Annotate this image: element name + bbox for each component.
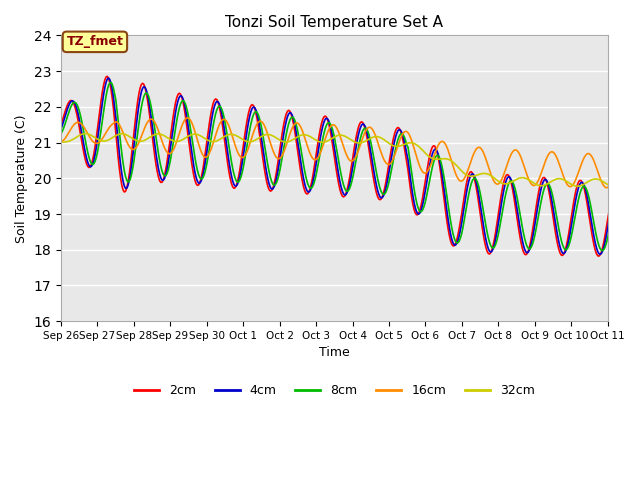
2cm <box>385 164 392 169</box>
2cm <box>104 73 111 79</box>
Line: 4cm: 4cm <box>61 78 640 255</box>
16cm <box>304 145 312 151</box>
8cm <box>413 199 420 205</box>
32cm <box>413 142 420 148</box>
32cm <box>610 183 618 189</box>
4cm <box>105 75 113 81</box>
8cm <box>636 249 640 254</box>
4cm <box>633 252 640 258</box>
8cm <box>240 163 248 168</box>
16cm <box>184 115 191 120</box>
16cm <box>588 154 596 159</box>
4cm <box>588 221 596 227</box>
8cm <box>304 182 312 188</box>
8cm <box>487 243 495 249</box>
32cm <box>240 137 248 143</box>
16cm <box>487 171 495 177</box>
2cm <box>487 250 495 255</box>
2cm <box>413 212 420 217</box>
4cm <box>240 151 248 156</box>
Title: Tonzi Soil Temperature Set A: Tonzi Soil Temperature Set A <box>225 15 444 30</box>
32cm <box>487 173 495 179</box>
32cm <box>81 131 89 136</box>
X-axis label: Time: Time <box>319 347 349 360</box>
2cm <box>588 230 596 236</box>
2cm <box>632 254 639 260</box>
8cm <box>588 208 596 214</box>
2cm <box>240 141 248 146</box>
32cm <box>57 139 65 145</box>
Line: 32cm: 32cm <box>61 133 640 186</box>
4cm <box>385 172 392 178</box>
2cm <box>304 191 312 196</box>
8cm <box>107 80 115 85</box>
Line: 8cm: 8cm <box>61 83 640 252</box>
Text: TZ_fmet: TZ_fmet <box>67 36 124 48</box>
8cm <box>57 131 65 136</box>
4cm <box>57 126 65 132</box>
8cm <box>385 181 392 187</box>
Y-axis label: Soil Temperature (C): Soil Temperature (C) <box>15 114 28 242</box>
16cm <box>240 154 248 160</box>
16cm <box>413 154 420 159</box>
4cm <box>304 189 312 195</box>
Line: 16cm: 16cm <box>61 118 640 190</box>
4cm <box>487 249 495 255</box>
Legend: 2cm, 4cm, 8cm, 16cm, 32cm: 2cm, 4cm, 8cm, 16cm, 32cm <box>129 379 540 402</box>
32cm <box>304 133 312 139</box>
32cm <box>385 140 392 146</box>
4cm <box>413 209 420 215</box>
Line: 2cm: 2cm <box>61 76 640 257</box>
2cm <box>57 122 65 128</box>
16cm <box>385 162 392 168</box>
16cm <box>57 139 65 144</box>
32cm <box>588 177 596 182</box>
